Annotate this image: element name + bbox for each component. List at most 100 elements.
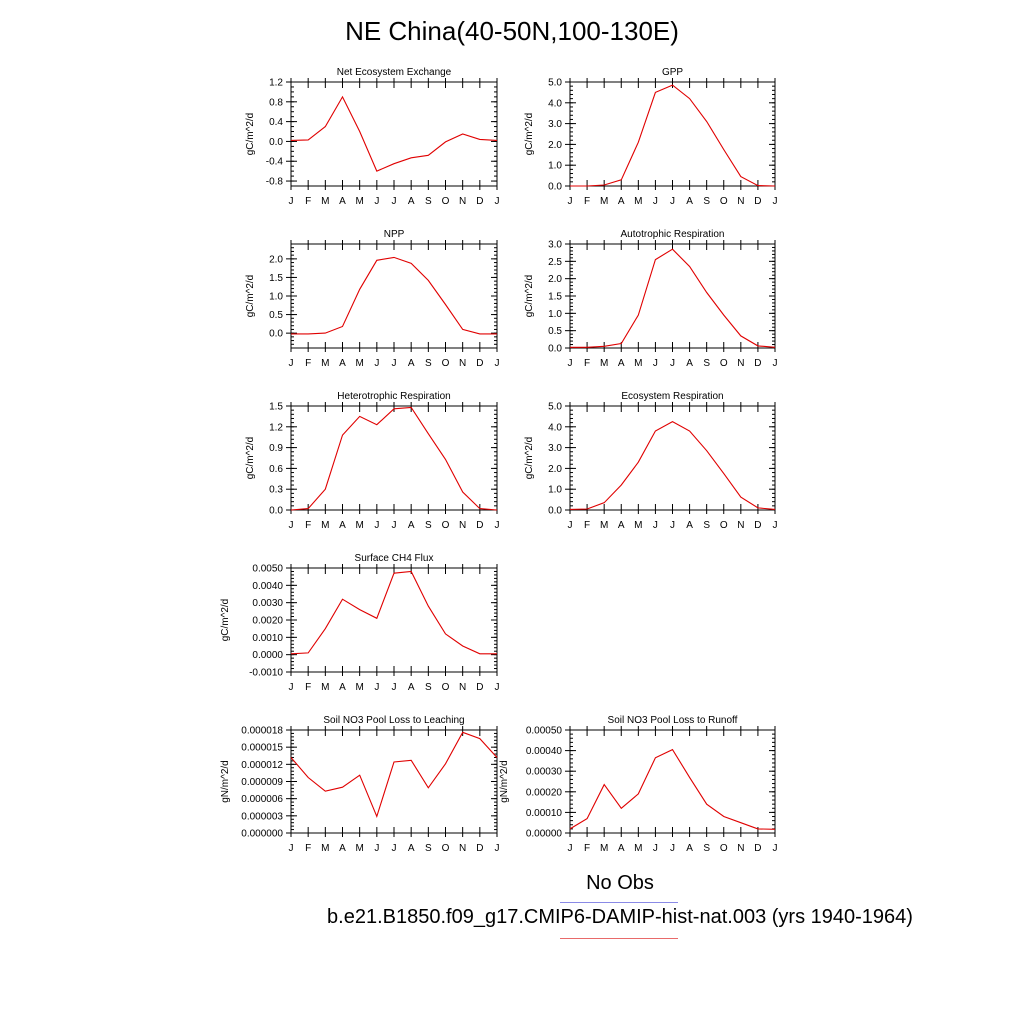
chart-title: GPP — [662, 67, 683, 78]
y-tick-label: 4.0 — [548, 422, 562, 433]
x-tick-label: M — [600, 358, 608, 369]
x-tick-label: S — [703, 520, 710, 531]
y-tick-label: 0.5 — [548, 326, 562, 337]
y-axis-label: gN/m^2/d — [499, 760, 510, 803]
plot-frame — [569, 243, 776, 349]
x-tick-label: M — [321, 843, 329, 854]
y-tick-label: 1.5 — [269, 273, 283, 284]
y-tick-label: -0.0010 — [249, 668, 283, 679]
x-tick-label: J — [289, 843, 294, 854]
x-tick-label: M — [321, 196, 329, 207]
y-tick-label: 0.9 — [269, 443, 283, 454]
plot-frame — [569, 81, 776, 187]
y-tick-label: 2.0 — [548, 140, 562, 151]
chart-title: Heterotrophic Respiration — [337, 391, 450, 402]
x-tick-label: A — [618, 843, 625, 854]
y-tick-label: 0.6 — [269, 464, 283, 475]
x-tick-label: F — [305, 682, 311, 693]
y-tick-label: 2.0 — [548, 274, 562, 285]
y-tick-label: 1.0 — [548, 309, 562, 320]
series-line — [290, 95, 498, 172]
x-tick-label: N — [459, 843, 466, 854]
y-tick-label: 0.5 — [269, 310, 283, 321]
x-tick-label: A — [618, 358, 625, 369]
x-tick-label: J — [670, 520, 675, 531]
y-tick-label: 1.2 — [269, 422, 283, 433]
y-tick-label: 2.5 — [548, 257, 562, 268]
y-tick-label: 5.0 — [548, 78, 562, 89]
x-tick-label: O — [720, 520, 728, 531]
y-axis-label: gN/m^2/d — [220, 760, 231, 803]
x-tick-label: F — [305, 843, 311, 854]
x-tick-label: F — [584, 520, 590, 531]
x-tick-label: J — [568, 520, 573, 531]
y-tick-label: 3.0 — [548, 240, 562, 251]
chart-title: Soil NO3 Pool Loss to Runoff — [608, 715, 738, 726]
series-line — [570, 84, 776, 187]
y-tick-label: 0.000018 — [241, 726, 283, 737]
x-tick-label: D — [754, 196, 761, 207]
x-tick-label: F — [305, 358, 311, 369]
y-tick-label: -0.8 — [266, 177, 284, 188]
y-tick-label: 0.0050 — [252, 564, 283, 575]
x-tick-label: J — [289, 682, 294, 693]
x-tick-label: A — [408, 358, 415, 369]
plot-frame — [290, 405, 498, 511]
series-line — [290, 570, 497, 655]
y-tick-label: 0.00010 — [526, 808, 563, 819]
y-tick-label: 0.0 — [548, 344, 562, 355]
y-tick-label: 2.0 — [269, 254, 283, 265]
x-tick-label: S — [425, 520, 432, 531]
x-tick-label: J — [670, 196, 675, 207]
x-tick-label: J — [568, 196, 573, 207]
plot-frame — [569, 729, 776, 834]
x-tick-label: O — [720, 358, 728, 369]
x-tick-label: J — [495, 520, 500, 531]
x-tick-label: F — [584, 358, 590, 369]
y-tick-label: 0.000006 — [241, 794, 283, 805]
x-tick-label: N — [459, 520, 466, 531]
y-tick-label: 3.0 — [548, 443, 562, 454]
x-tick-label: D — [754, 843, 761, 854]
x-tick-label: O — [720, 196, 728, 207]
y-tick-label: 4.0 — [548, 98, 562, 109]
x-tick-label: J — [653, 358, 658, 369]
x-tick-label: A — [686, 196, 693, 207]
x-tick-label: D — [476, 682, 483, 693]
x-tick-label: O — [442, 196, 450, 207]
x-tick-label: A — [408, 520, 415, 531]
y-tick-label: 5.0 — [548, 402, 562, 413]
x-tick-label: M — [321, 520, 329, 531]
chart-title: Surface CH4 Flux — [355, 553, 434, 564]
x-tick-label: M — [634, 196, 642, 207]
x-tick-label: D — [476, 196, 483, 207]
x-tick-label: J — [773, 843, 778, 854]
x-tick-label: J — [289, 520, 294, 531]
x-tick-label: O — [442, 358, 450, 369]
x-tick-label: S — [425, 358, 432, 369]
x-tick-label: M — [321, 358, 329, 369]
y-tick-label: 0.0 — [269, 506, 283, 517]
chart-panel-4: Autotrophic Respiration gC/m^2/d 3.0 2.5 2.0… — [524, 229, 778, 369]
y-tick-label: 1.5 — [548, 292, 562, 303]
x-tick-label: F — [584, 196, 590, 207]
y-tick-label: 0.00030 — [526, 767, 563, 778]
y-tick-label: 0.000012 — [241, 760, 283, 771]
x-tick-label: N — [737, 358, 744, 369]
x-tick-label: F — [305, 520, 311, 531]
x-tick-label: M — [355, 520, 363, 531]
page-title: NE China(40-50N,100-130E) — [345, 16, 679, 46]
x-tick-label: A — [339, 843, 346, 854]
chart-title: Autotrophic Respiration — [621, 229, 725, 240]
x-tick-label: M — [321, 682, 329, 693]
x-tick-label: S — [425, 196, 432, 207]
x-tick-label: N — [737, 843, 744, 854]
x-tick-label: O — [442, 520, 450, 531]
x-tick-label: J — [374, 682, 379, 693]
x-tick-label: D — [476, 843, 483, 854]
x-tick-label: J — [392, 682, 397, 693]
chart-panel-7: Surface CH4 Flux gC/m^2/d 0.0050 0.0040 0.00… — [220, 553, 500, 693]
x-tick-label: D — [754, 520, 761, 531]
x-tick-label: J — [374, 358, 379, 369]
